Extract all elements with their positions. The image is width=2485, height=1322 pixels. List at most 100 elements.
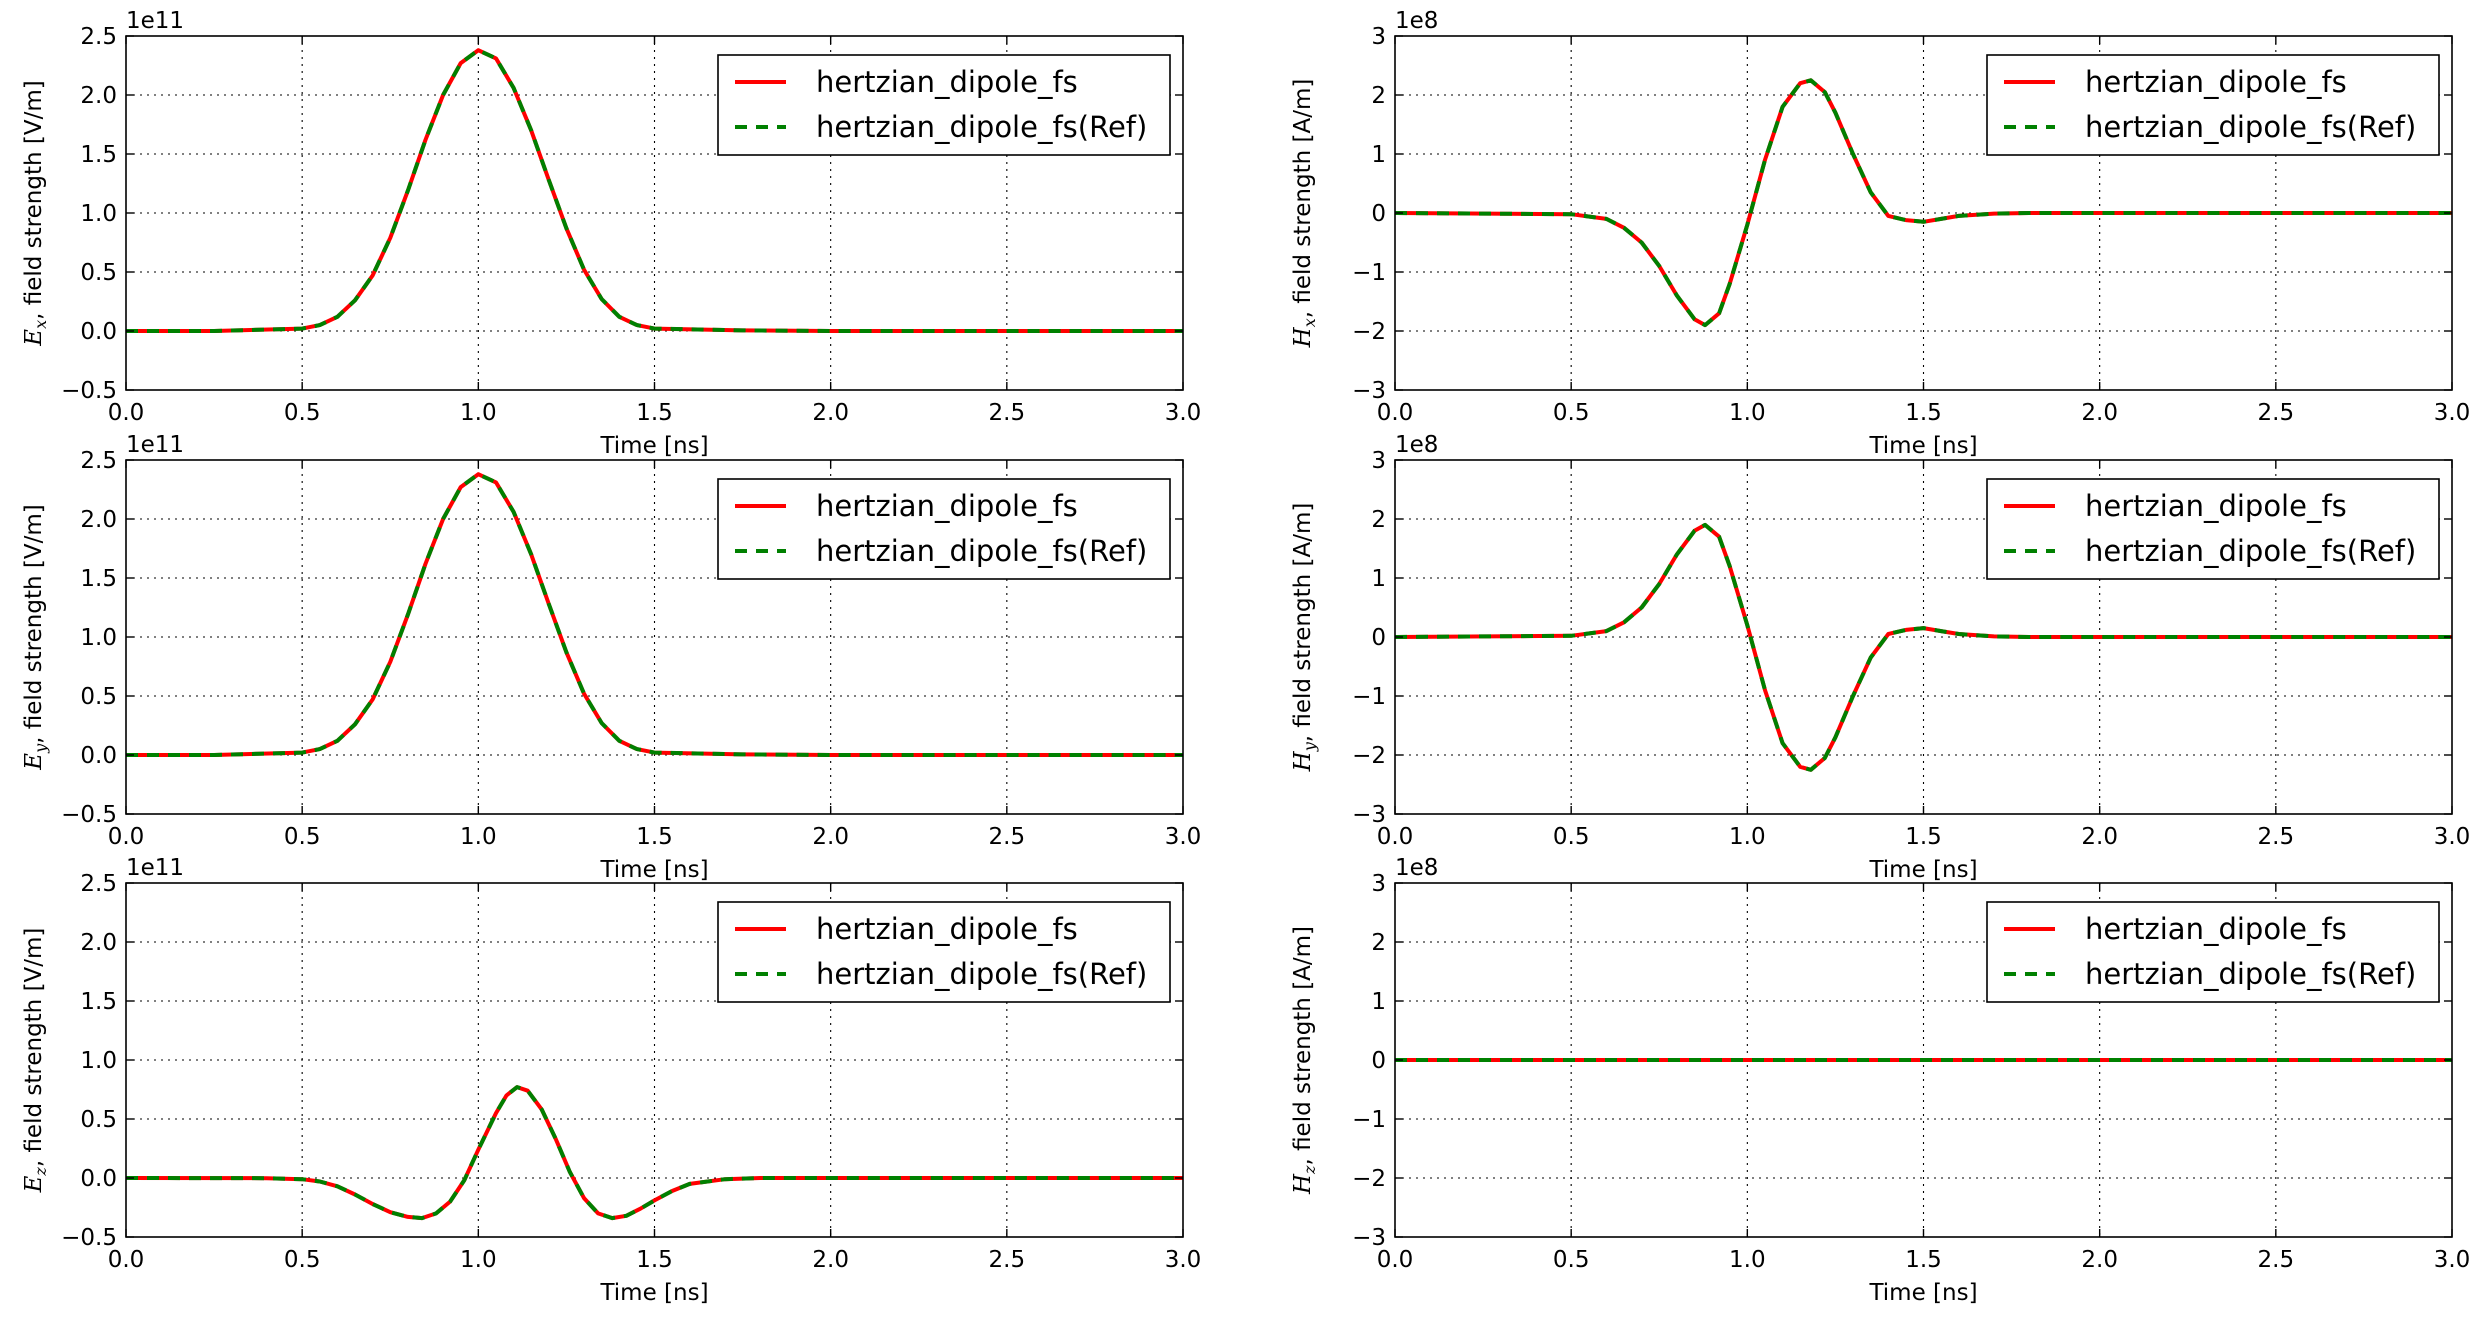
y-tick-label: −0.5 — [61, 378, 117, 404]
y-tick-label: −2 — [1352, 319, 1386, 345]
x-axis-label: Time [ns] — [599, 857, 708, 883]
legend: hertzian_dipole_fs hertzian_dipole_fs(Ref… — [717, 478, 1171, 580]
subplot-4: 0.0 0.5 1.0 1.5 2.0 2.5 3.0 −3 −2 −1 0 1 2 3 1e8 Time [… — [1290, 432, 2470, 883]
y-tick-label: 0.0 — [80, 1166, 117, 1192]
x-axis-label: Time [ns] — [1868, 433, 1977, 459]
legend-entry-reference: hertzian_dipole_fs(Ref) — [816, 957, 1147, 991]
y-axis-label-text: , field strength [A/m] — [1290, 926, 1316, 1166]
x-axis-label: Time [ns] — [1868, 1280, 1977, 1306]
y-tick-label: 2.0 — [80, 83, 117, 109]
subplot-6: 0.0 0.5 1.0 1.5 2.0 2.5 3.0 −3 −2 −1 0 1 2 3 1e8 Time [… — [1290, 855, 2470, 1306]
y-tick-label: −2 — [1352, 1166, 1386, 1192]
legend-box — [1986, 901, 2440, 1003]
y-axis-label-variable: H — [1290, 326, 1316, 348]
x-tick-label: 1.0 — [460, 1247, 497, 1273]
y-tick-label: 1.0 — [80, 201, 117, 227]
x-tick-label: 2.5 — [2258, 824, 2295, 850]
legend-entry-model: hertzian_dipole_fs — [2085, 65, 2347, 99]
subplot-2: 0.0 0.5 1.0 1.5 2.0 2.5 3.0 −3 −2 −1 0 1 2 3 1e8 Time [… — [1290, 8, 2470, 459]
axis-offset-label: 1e8 — [1395, 8, 1438, 34]
y-tick-label: 0 — [1371, 201, 1386, 227]
y-tick-label: −3 — [1352, 378, 1386, 404]
subplot-1: 0.0 0.5 1.0 1.5 2.0 2.5 3.0−0.50.00.51.01.52.0… — [21, 8, 1201, 459]
x-tick-label: 1.5 — [1905, 400, 1942, 426]
y-axis-label-subscript: y — [31, 743, 50, 754]
x-tick-label: 1.5 — [1905, 1247, 1942, 1273]
y-tick-label: 1 — [1371, 142, 1386, 168]
legend-entry-reference: hertzian_dipole_fs(Ref) — [2085, 110, 2416, 144]
y-axis-label-variable: E — [21, 329, 47, 347]
y-axis-label-variable: E — [21, 1175, 47, 1193]
y-tick-label: 1 — [1371, 989, 1386, 1015]
series-line-reference — [1395, 522, 2452, 772]
x-tick-label: 3.0 — [1165, 1247, 1202, 1273]
y-tick-label: 2.0 — [80, 507, 117, 533]
x-tick-label: 0.0 — [1377, 1247, 1414, 1273]
legend-entry-model: hertzian_dipole_fs — [816, 489, 1078, 523]
y-tick-label: 0.5 — [80, 684, 117, 710]
y-axis-label: Ex, field strength [V/m] — [21, 80, 50, 346]
x-tick-label: 3.0 — [1165, 824, 1202, 850]
axis-offset-label: 1e8 — [1395, 432, 1438, 458]
x-tick-label: 0.5 — [1553, 1247, 1590, 1273]
x-tick-label: 0.0 — [1377, 824, 1414, 850]
y-tick-label: 2.5 — [80, 448, 117, 474]
legend: hertzian_dipole_fs hertzian_dipole_fs(Ref… — [1986, 901, 2440, 1003]
legend-entry-model: hertzian_dipole_fs — [816, 912, 1078, 946]
x-tick-label: 2.5 — [2258, 1247, 2295, 1273]
y-tick-label: −3 — [1352, 802, 1386, 828]
y-axis-label-variable: E — [21, 753, 47, 771]
axis-offset-label: 1e11 — [126, 432, 184, 458]
legend: hertzian_dipole_fs hertzian_dipole_fs(Ref… — [717, 901, 1171, 1003]
y-tick-label: −0.5 — [61, 802, 117, 828]
legend-box — [717, 478, 1171, 580]
y-axis-label: Hx, field strength [A/m] — [1290, 79, 1319, 349]
y-tick-label: −1 — [1352, 1107, 1386, 1133]
x-tick-label: 1.0 — [1729, 400, 1766, 426]
series-line-reference — [126, 1085, 1183, 1221]
x-tick-label: 1.0 — [1729, 824, 1766, 850]
legend-box — [1986, 478, 2440, 580]
y-tick-label: 0.5 — [80, 1107, 117, 1133]
axis-offset-label: 1e11 — [126, 8, 184, 34]
x-tick-label: 2.0 — [812, 400, 849, 426]
y-axis-label: Ey, field strength [V/m] — [21, 504, 50, 770]
x-tick-label: 2.0 — [2081, 1247, 2118, 1273]
x-tick-label: 0.5 — [284, 400, 321, 426]
x-tick-label: 3.0 — [2434, 400, 2471, 426]
y-axis-label-subscript: z — [31, 1167, 50, 1177]
y-axis-label-variable: H — [1290, 1173, 1316, 1195]
y-tick-label: 2 — [1371, 83, 1386, 109]
legend: hertzian_dipole_fs hertzian_dipole_fs(Ref… — [1986, 478, 2440, 580]
subplot-5: 0.0 0.5 1.0 1.5 2.0 2.5 3.0−0.50.00.51.01.52.0… — [21, 855, 1201, 1306]
y-tick-label: 0 — [1371, 1048, 1386, 1074]
y-tick-label: −1 — [1352, 684, 1386, 710]
x-tick-label: 2.5 — [989, 400, 1026, 426]
x-tick-label: 1.5 — [636, 824, 673, 850]
y-axis-label-subscript: x — [31, 320, 50, 329]
y-tick-label: 1.5 — [80, 989, 117, 1015]
legend-box — [1986, 54, 2440, 156]
x-tick-label: 2.5 — [2258, 400, 2295, 426]
x-tick-label: 2.0 — [2081, 400, 2118, 426]
y-tick-label: 2 — [1371, 507, 1386, 533]
legend: hertzian_dipole_fs hertzian_dipole_fs(Ref… — [1986, 54, 2440, 156]
series-line-reference — [126, 472, 1183, 757]
y-tick-label: −0.5 — [61, 1225, 117, 1251]
y-tick-label: 1.5 — [80, 566, 117, 592]
y-tick-label: 3 — [1371, 871, 1386, 897]
y-tick-label: −1 — [1352, 260, 1386, 286]
axis-offset-label: 1e8 — [1395, 855, 1438, 881]
y-axis-label-text: , field strength [V/m] — [21, 928, 47, 1168]
y-tick-label: 1.0 — [80, 1048, 117, 1074]
y-axis-label-text: , field strength [V/m] — [21, 504, 47, 744]
x-tick-label: 1.5 — [636, 1247, 673, 1273]
y-axis-label: Hz, field strength [A/m] — [1290, 926, 1319, 1195]
x-tick-label: 2.5 — [989, 1247, 1026, 1273]
y-tick-label: 1.5 — [80, 142, 117, 168]
y-tick-label: 3 — [1371, 448, 1386, 474]
x-tick-label: 1.0 — [460, 824, 497, 850]
y-axis-label-text: , field strength [V/m] — [21, 80, 47, 320]
y-tick-label: −2 — [1352, 743, 1386, 769]
y-tick-label: 2.5 — [80, 871, 117, 897]
